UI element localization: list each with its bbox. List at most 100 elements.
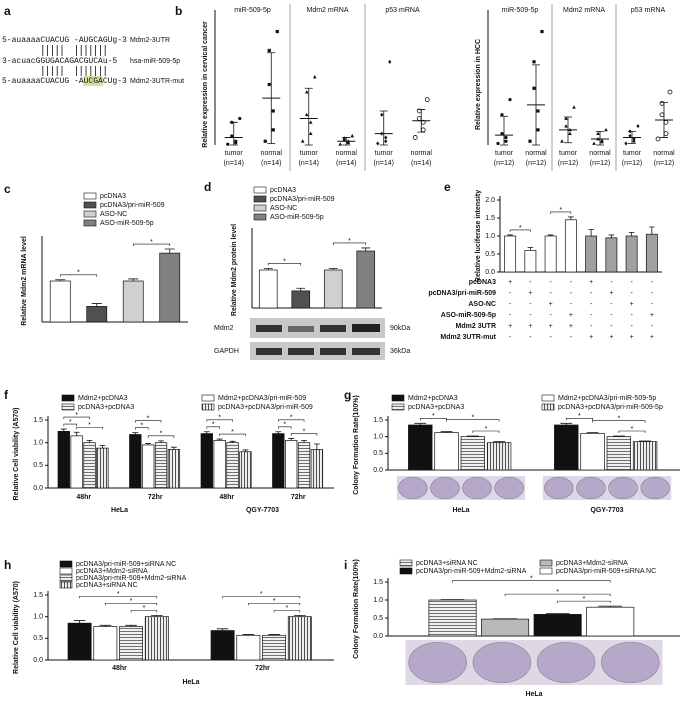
x-tick-sublabel: (n=14) bbox=[299, 160, 319, 167]
cell-line-label: HeLa bbox=[111, 507, 128, 514]
x-tick-label: QGY-7703 bbox=[590, 507, 623, 514]
group-label: Mdm2 mRNA bbox=[306, 7, 348, 14]
panel-label: i bbox=[344, 558, 347, 572]
panel-label: b bbox=[175, 4, 182, 18]
bar bbox=[287, 616, 312, 661]
row-label: ASO-miR-509-5p bbox=[441, 312, 496, 319]
data-point bbox=[568, 131, 572, 136]
y-axis-label: Relative Mdm2 protein level bbox=[231, 224, 238, 316]
data-point bbox=[572, 105, 576, 109]
y-tick-label: 0.0 bbox=[33, 485, 43, 492]
bar bbox=[434, 432, 459, 471]
colony-dish bbox=[494, 476, 524, 500]
y-axis-label: Relative expression in cervical cancer bbox=[202, 21, 209, 148]
colony-dish bbox=[576, 476, 606, 500]
data-point bbox=[308, 131, 313, 136]
y-tick-label: 0.5 bbox=[373, 615, 383, 622]
colony-dish bbox=[544, 476, 574, 500]
base-pairs bbox=[42, 45, 106, 76]
data-point bbox=[230, 134, 234, 138]
x-tick-label: 72hr bbox=[148, 494, 163, 501]
colony-dish bbox=[398, 476, 428, 500]
group-label: p53 mRNA bbox=[385, 7, 420, 14]
significance-label: * bbox=[260, 591, 263, 598]
significance-label: * bbox=[69, 419, 72, 426]
x-tick-sublabel: (n=12) bbox=[558, 160, 578, 167]
row-mark: - bbox=[630, 290, 633, 297]
significance-bracket bbox=[79, 596, 158, 599]
bar bbox=[645, 233, 658, 273]
x-tick-label: normal bbox=[261, 150, 283, 157]
sd-bar bbox=[500, 115, 508, 146]
legend-label: pcDNA3/pri-miR-509 bbox=[270, 196, 335, 203]
row-mark: - bbox=[570, 301, 573, 308]
x-tick-label: 48hr bbox=[76, 494, 91, 501]
row-label: pcDNA3/pri-miR-509 bbox=[428, 290, 496, 297]
significance-bracket bbox=[105, 603, 158, 606]
row-mark: - bbox=[630, 323, 633, 330]
significance-label: * bbox=[77, 270, 80, 277]
x-tick-sublabel: (n=12) bbox=[526, 160, 546, 167]
legend-swatch bbox=[541, 403, 555, 411]
legend-swatch bbox=[201, 403, 215, 411]
y-tick-label: 0.0 bbox=[373, 467, 383, 474]
y-tick-label: 1.5 bbox=[373, 417, 383, 424]
error-bar bbox=[73, 431, 80, 436]
data-point bbox=[663, 119, 669, 125]
row-mark: - bbox=[549, 290, 552, 297]
x-tick-sublabel: (n=14) bbox=[411, 160, 431, 167]
row-mark: + bbox=[589, 334, 593, 341]
bar bbox=[533, 614, 582, 637]
significance-label: * bbox=[432, 413, 435, 420]
y-tick-label: 0.0 bbox=[373, 633, 383, 640]
bar bbox=[83, 442, 96, 489]
error-bar bbox=[545, 613, 570, 615]
significance-label: * bbox=[150, 239, 153, 246]
row-mark: + bbox=[589, 279, 593, 286]
significance-label: * bbox=[231, 429, 234, 436]
legend-label: pcDNA3 bbox=[100, 193, 126, 200]
row-mark: + bbox=[528, 323, 532, 330]
legend-swatch bbox=[61, 394, 75, 402]
data-point bbox=[560, 139, 564, 143]
error-bar bbox=[99, 444, 106, 449]
error-bar bbox=[301, 440, 307, 443]
y-tick-label: 1.0 bbox=[373, 597, 383, 604]
data-point bbox=[304, 112, 309, 117]
significance-label: * bbox=[559, 207, 562, 214]
bar bbox=[86, 306, 108, 323]
row-mark: - bbox=[529, 279, 532, 286]
y-tick-label: 0.5 bbox=[373, 450, 383, 457]
row-mark: + bbox=[650, 312, 654, 319]
row-mark: - bbox=[610, 312, 613, 319]
data-point bbox=[424, 97, 430, 103]
significance-label: * bbox=[286, 605, 289, 612]
data-point bbox=[384, 139, 388, 144]
row-mark: + bbox=[609, 290, 613, 297]
significance-bracket bbox=[550, 211, 572, 214]
sd-bar bbox=[342, 137, 351, 146]
row-mark: - bbox=[549, 334, 552, 341]
bar bbox=[544, 235, 557, 273]
error-bar bbox=[294, 614, 306, 617]
y-axis-label: Relative luciferase intensity bbox=[475, 190, 482, 282]
x-tick-label: HeLa bbox=[525, 691, 542, 698]
error-bar bbox=[586, 432, 599, 434]
legend-swatch bbox=[201, 394, 215, 402]
y-tick-label: 1.0 bbox=[33, 440, 43, 447]
row-label: pcDNA3 bbox=[469, 279, 496, 286]
bar bbox=[57, 430, 70, 489]
significance-bracket bbox=[267, 263, 302, 266]
bar bbox=[486, 442, 512, 471]
legend-swatch bbox=[539, 559, 553, 567]
x-tick-sublabel: (n=12) bbox=[622, 160, 642, 167]
y-tick-label: 0.5 bbox=[33, 635, 43, 642]
bar bbox=[323, 269, 343, 309]
data-point bbox=[592, 141, 596, 145]
row-mark: + bbox=[508, 279, 512, 286]
colony-dish bbox=[430, 476, 460, 500]
y-tick-label: 0.0 bbox=[33, 657, 43, 664]
bar bbox=[297, 442, 311, 489]
bar bbox=[524, 250, 537, 273]
significance-label: * bbox=[117, 591, 120, 598]
